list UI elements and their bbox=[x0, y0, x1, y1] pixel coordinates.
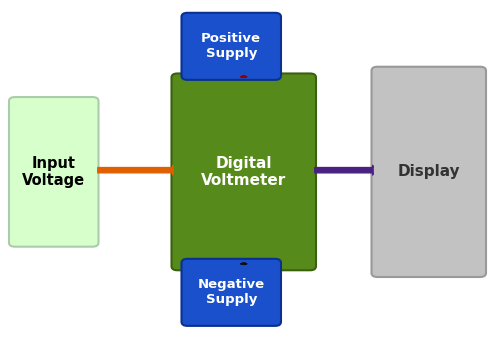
FancyBboxPatch shape bbox=[372, 67, 486, 277]
Text: Negative
Supply: Negative Supply bbox=[198, 278, 265, 306]
Text: Input
Voltage: Input Voltage bbox=[22, 156, 86, 188]
Text: Positive
Supply: Positive Supply bbox=[201, 32, 261, 60]
FancyBboxPatch shape bbox=[182, 13, 281, 80]
FancyBboxPatch shape bbox=[172, 73, 316, 270]
FancyBboxPatch shape bbox=[9, 97, 99, 247]
Text: Display: Display bbox=[398, 164, 460, 179]
Text: Digital
Voltmeter: Digital Voltmeter bbox=[201, 156, 286, 188]
FancyBboxPatch shape bbox=[182, 259, 281, 326]
